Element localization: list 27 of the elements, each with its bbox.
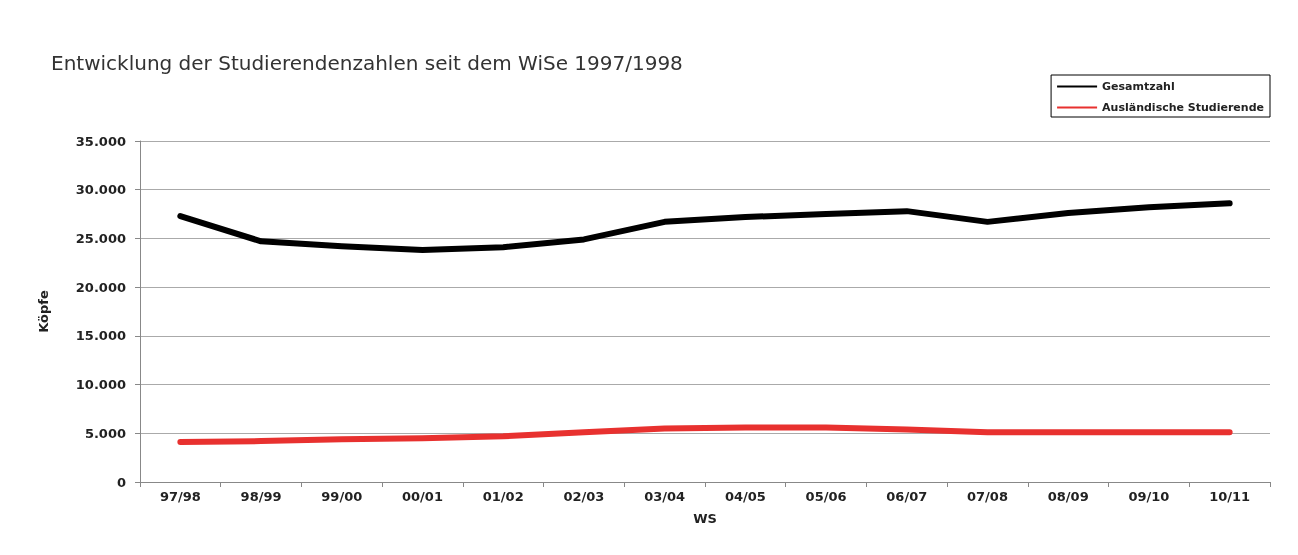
y-tick-label: 0 [116, 474, 126, 490]
y-tick-label: 10.000 [75, 377, 126, 393]
x-tick-label: 06/07 [886, 489, 928, 504]
x-tick-label: 98/99 [240, 489, 282, 504]
x-tick-label: 01/02 [482, 489, 524, 504]
y-tick-label: 5.000 [84, 425, 126, 441]
y-tick-label: 35.000 [75, 133, 126, 149]
y-tick-label: 20.000 [75, 279, 126, 295]
x-tick-label: 04/05 [724, 489, 766, 504]
x-axis-title: WS [693, 511, 717, 526]
x-tick-label: 03/04 [644, 489, 686, 504]
chart-title: Entwicklung der Studierendenzahlen seit dem WiSe 1997/1998 [51, 51, 683, 75]
x-tick-label: 10/11 [1209, 489, 1251, 504]
legend-label: Ausländische Studierende [1102, 101, 1264, 114]
y-tick-label: 30.000 [75, 182, 126, 198]
x-tick-label: 02/03 [563, 489, 605, 504]
y-axis-title: Köpfe [36, 290, 51, 333]
x-tick-label: 09/10 [1128, 489, 1170, 504]
y-tick-label: 15.000 [75, 328, 126, 344]
x-tick-label: 05/06 [805, 489, 847, 504]
x-tick-label: 08/09 [1047, 489, 1089, 504]
x-tick-label: 97/98 [159, 489, 201, 504]
x-tick-label: 99/00 [321, 489, 363, 504]
y-tick-label: 25.000 [75, 230, 126, 246]
x-tick-label: 07/08 [967, 489, 1008, 504]
legend-label: Gesamtzahl [1102, 80, 1175, 93]
x-tick-label: 00/01 [402, 489, 443, 504]
